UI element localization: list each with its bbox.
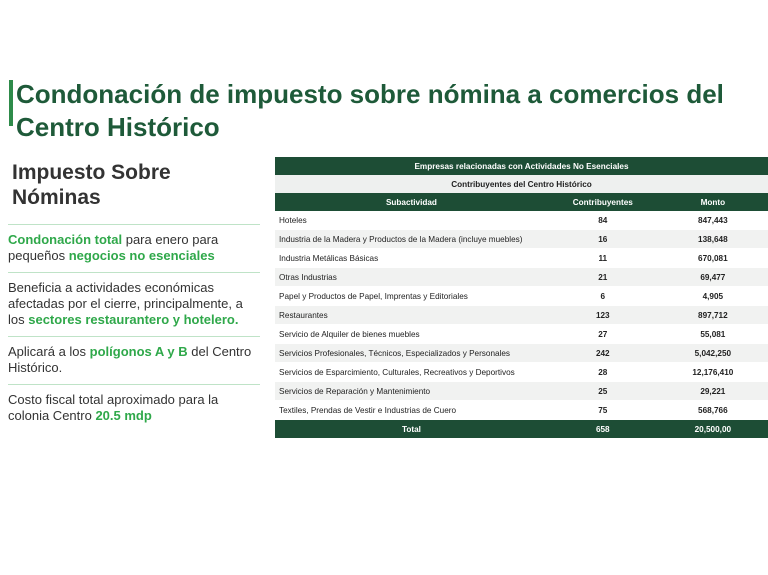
total-cell: 20,500,00 xyxy=(657,419,768,438)
subcaption-row: Contribuyentes del Centro Histórico xyxy=(275,175,768,193)
text: Aplicará a los xyxy=(8,344,90,359)
cell: Restaurantes xyxy=(275,305,548,325)
highlight-text: negocios no esenciales xyxy=(68,248,215,263)
cell: 28 xyxy=(547,362,658,382)
highlight-text: polígonos A y B xyxy=(89,344,188,359)
cell: 12,176,410 xyxy=(657,362,768,382)
cell: Industria Metálicas Básicas xyxy=(275,248,548,268)
paragraph: Aplicará a los polígonos A y B del Centr… xyxy=(8,336,260,384)
cell: 242 xyxy=(547,343,658,363)
accent-bar xyxy=(9,80,13,126)
paragraph: Beneficia a actividades económicas afect… xyxy=(8,272,260,336)
highlight-text: sectores restaurantero y hotelero. xyxy=(28,312,239,327)
cell: 11 xyxy=(547,248,658,268)
cell: 123 xyxy=(547,305,658,325)
highlight-text: Condonación total xyxy=(8,232,123,247)
cell: Hoteles xyxy=(275,211,548,230)
total-row: Total 658 20,500,00 xyxy=(275,419,768,438)
column-header: Subactividad xyxy=(275,193,548,211)
cell: Servicios de Reparación y Mantenimiento xyxy=(275,381,548,401)
cell: 897,712 xyxy=(657,305,768,325)
caption-row: Empresas relacionadas con Actividades No… xyxy=(275,157,768,175)
table-row: Otras Industrias 21 69,477 xyxy=(275,267,768,287)
cell: 25 xyxy=(547,381,658,401)
cell: 568,766 xyxy=(657,400,768,420)
highlight-text: 20.5 mdp xyxy=(95,408,152,423)
cell: Servicio de Alquiler de bienes muebles xyxy=(275,324,548,344)
panel-heading: Impuesto Sobre Nóminas xyxy=(12,161,171,209)
table-row: Servicios de Esparcimiento, Culturales, … xyxy=(275,362,768,382)
cell: Servicios de Esparcimiento, Culturales, … xyxy=(275,362,548,382)
table-row: Papel y Productos de Papel, Imprentas y … xyxy=(275,286,768,306)
cell: Servicios Profesionales, Técnicos, Espec… xyxy=(275,343,548,363)
text: para enero para pequeños xyxy=(8,232,219,263)
total-cell: Total xyxy=(275,419,548,438)
text: Beneficia a actividades económicas afect… xyxy=(8,280,243,327)
cell: 6 xyxy=(547,286,658,306)
cell: Textiles, Prendas de Vestir e Industrias… xyxy=(275,400,548,420)
total-cell: 658 xyxy=(547,419,658,438)
table-row: Servicios Profesionales, Técnicos, Espec… xyxy=(275,343,768,363)
cell: Papel y Productos de Papel, Imprentas y … xyxy=(275,286,548,306)
column-header: Contribuyentes xyxy=(547,193,658,211)
cell: 5,042,250 xyxy=(657,343,768,363)
text: Costo fiscal total aproximado para la co… xyxy=(8,392,219,423)
cell: 69,477 xyxy=(657,267,768,287)
cell: 138,648 xyxy=(657,229,768,249)
cell: 21 xyxy=(547,267,658,287)
table-row: Industria Metálicas Básicas 11 670,081 xyxy=(275,248,768,268)
table-row: Servicios de Reparación y Mantenimiento 2… xyxy=(275,381,768,401)
table-row: Servicio de Alquiler de bienes muebles 27… xyxy=(275,324,768,344)
cell: Otras Industrias xyxy=(275,267,548,287)
table-row: Hoteles 84 847,443 xyxy=(275,211,768,230)
paragraph: Condonación total para enero para pequeñ… xyxy=(8,224,260,272)
subcaption: Contribuyentes del Centro Histórico xyxy=(275,175,768,193)
cell: 29,221 xyxy=(657,381,768,401)
cell: 75 xyxy=(547,400,658,420)
paragraph: Costo fiscal total aproximado para la co… xyxy=(8,384,260,432)
table-row: Textiles, Prendas de Vestir e Industrias… xyxy=(275,400,768,420)
cell: 670,081 xyxy=(657,248,768,268)
table-row: Restaurantes 123 897,712 xyxy=(275,305,768,325)
caption: Empresas relacionadas con Actividades No… xyxy=(275,157,768,175)
cell: 4,905 xyxy=(657,286,768,306)
cell: 847,443 xyxy=(657,211,768,230)
cell: Industria de la Madera y Productos de la… xyxy=(275,229,548,249)
cell: 16 xyxy=(547,229,658,249)
cell: 84 xyxy=(547,211,658,230)
header-row: Subactividad Contribuyentes Monto xyxy=(275,193,768,211)
slide-title: Condonación de impuesto sobre nómina a c… xyxy=(16,79,724,142)
column-header: Monto xyxy=(657,193,768,211)
cell: 27 xyxy=(547,324,658,344)
text: del Centro Histórico. xyxy=(8,344,252,375)
left-panel: Impuesto Sobre Nóminas Condonación total… xyxy=(8,160,260,432)
cell: 55,081 xyxy=(657,324,768,344)
data-table: Empresas relacionadas con Actividades No… xyxy=(275,157,768,438)
table-row: Industria de la Madera y Productos de la… xyxy=(275,229,768,249)
